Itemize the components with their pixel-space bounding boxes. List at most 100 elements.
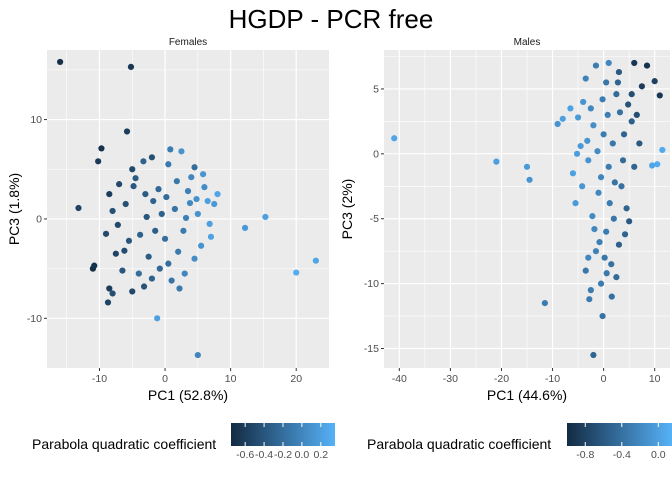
data-point: [600, 131, 607, 138]
data-point: [214, 190, 221, 198]
data-point: [140, 158, 147, 165]
data-point: [628, 91, 635, 98]
y-tick-label: 5: [373, 83, 379, 95]
data-point: [613, 274, 620, 281]
data-point: [569, 170, 577, 177]
data-point: [574, 114, 582, 121]
legend-tick-label: -0.8: [576, 449, 594, 461]
data-point: [606, 200, 613, 207]
data-point: [155, 186, 162, 193]
data-point: [163, 193, 170, 201]
data-point: [613, 91, 620, 98]
data-point: [656, 92, 663, 99]
y-axis-label-females: PC3 (1.8%): [6, 173, 22, 245]
y-ticks-males: -15 -10 -5 0 5: [364, 83, 384, 355]
data-point: [596, 238, 603, 246]
legend-tick-label: 0.0: [651, 449, 666, 461]
x-tick-label: 20: [290, 373, 302, 385]
data-point: [605, 59, 612, 67]
data-point: [127, 63, 135, 70]
data-point: [148, 154, 156, 161]
data-point: [594, 148, 601, 155]
data-point: [638, 83, 646, 90]
data-point: [156, 265, 163, 272]
figure-title: HGDP - PCR free: [229, 4, 434, 34]
points-females: [57, 58, 319, 359]
data-point: [143, 213, 150, 221]
data-point: [585, 254, 592, 261]
data-point: [582, 267, 589, 274]
strip-label-males: Males: [514, 37, 541, 48]
data-point: [207, 233, 215, 240]
data-point: [191, 164, 198, 171]
y-tick-label: 0: [36, 213, 42, 225]
x-tick-label: 10: [649, 373, 661, 385]
data-point: [241, 224, 249, 231]
y-tick-label: 10: [30, 114, 42, 126]
legend-tick-label: 0.2: [314, 449, 329, 461]
legend-females: Parabola quadratic coefficient -0.6 -0.4-…: [32, 423, 335, 461]
data-point: [125, 237, 133, 244]
data-point: [591, 226, 598, 233]
data-point: [137, 231, 144, 238]
y-tick-label: -10: [364, 278, 379, 290]
plot-area-females: [47, 50, 329, 368]
data-point: [604, 111, 611, 118]
data-point: [193, 195, 200, 203]
data-point: [132, 175, 139, 182]
data-point: [199, 171, 207, 178]
data-point: [109, 290, 116, 297]
x-tick-label: 0: [162, 373, 168, 385]
data-point: [57, 58, 64, 66]
legend-tick-label: 0.0: [295, 449, 310, 461]
data-point: [603, 270, 610, 277]
data-point: [626, 218, 633, 225]
data-point: [175, 248, 182, 255]
strip-label-females: Females: [169, 37, 207, 48]
data-point: [625, 101, 632, 108]
data-point: [123, 128, 131, 135]
legend-ticks-males: -0.8 -0.4 0.0: [576, 423, 666, 461]
data-point: [142, 190, 149, 198]
data-point: [643, 62, 651, 69]
data-point: [654, 161, 661, 168]
panel-males: Males -40 -30 -20 -10 0 10 -15 -10 -5 0 5 PC1 (44…: [339, 33, 670, 403]
data-point: [168, 277, 175, 284]
data-point: [176, 285, 183, 292]
data-point: [587, 287, 594, 294]
data-point: [541, 300, 548, 307]
x-tick-label: 10: [225, 373, 237, 385]
panel-females: Females -10 0 10 20 -10 0 10 PC1 (52.8%) PC3 …: [6, 33, 329, 403]
data-point: [579, 183, 586, 190]
data-point: [391, 135, 398, 142]
data-point: [595, 189, 602, 196]
data-point: [119, 267, 126, 274]
data-point: [577, 142, 584, 150]
x-ticks-females: -10 0 10 20: [92, 368, 302, 385]
data-point: [580, 98, 587, 106]
x-axis-label-females: PC1 (52.8%): [148, 387, 228, 403]
data-point: [609, 140, 616, 147]
data-point: [559, 115, 566, 122]
data-point: [104, 299, 112, 306]
x-ticks-males: -40 -30 -20 -10 0 10: [392, 368, 661, 385]
y-tick-label: -10: [27, 313, 42, 325]
data-point: [114, 221, 121, 228]
data-point: [102, 230, 110, 237]
data-point: [167, 146, 174, 153]
data-point: [150, 197, 157, 205]
data-point: [130, 183, 137, 190]
data-point: [186, 199, 194, 207]
data-point: [165, 161, 172, 168]
data-point: [651, 78, 658, 85]
data-point: [194, 210, 201, 218]
data-point: [158, 210, 165, 218]
data-point: [181, 270, 188, 277]
data-point: [633, 111, 640, 118]
legend-title-males: Parabola quadratic coefficient: [367, 436, 551, 452]
data-point: [109, 207, 116, 215]
data-point: [262, 213, 269, 221]
data-point: [116, 181, 123, 188]
x-tick-label: 0: [601, 373, 607, 385]
data-point: [75, 204, 82, 212]
